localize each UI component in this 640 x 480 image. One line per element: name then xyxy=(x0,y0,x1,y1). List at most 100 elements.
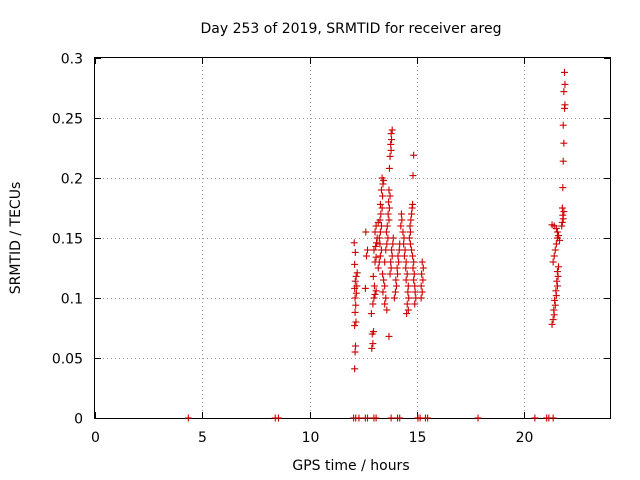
data-point xyxy=(372,414,380,422)
data-point xyxy=(376,216,384,224)
y-tick-label: 0.05 xyxy=(52,352,83,368)
data-point xyxy=(372,253,380,261)
x-axis-label: GPS time / hours xyxy=(292,458,409,474)
data-point xyxy=(184,414,192,422)
data-point xyxy=(560,208,568,216)
data-point xyxy=(386,192,394,200)
data-point xyxy=(417,282,425,290)
data-point xyxy=(405,294,413,302)
data-point xyxy=(385,332,393,340)
data-point xyxy=(377,210,385,218)
data-point xyxy=(351,322,359,330)
data-point xyxy=(389,234,397,242)
data-point xyxy=(372,287,380,295)
data-point xyxy=(370,328,378,336)
data-point xyxy=(379,180,387,188)
data-point xyxy=(407,216,415,224)
data-point xyxy=(387,264,395,272)
data-point xyxy=(369,340,377,348)
x-tick-label: 10 xyxy=(302,430,320,446)
data-point xyxy=(376,200,384,208)
data-points xyxy=(184,68,569,422)
data-point xyxy=(553,228,561,236)
data-point xyxy=(379,270,387,278)
data-point xyxy=(376,228,384,236)
chart-title: Day 253 of 2019, SRMTID for receiver are… xyxy=(201,21,502,37)
data-point xyxy=(555,232,562,240)
data-point xyxy=(401,246,409,254)
data-point xyxy=(382,294,390,302)
data-point xyxy=(555,263,562,271)
data-point xyxy=(406,240,414,248)
data-point xyxy=(361,284,369,292)
data-point xyxy=(385,164,393,172)
data-point xyxy=(410,258,418,266)
data-point xyxy=(549,316,557,324)
data-point xyxy=(392,276,400,284)
data-point xyxy=(379,288,387,296)
data-point xyxy=(377,186,385,194)
data-point xyxy=(394,252,402,260)
data-point xyxy=(549,414,557,422)
data-point xyxy=(393,264,401,272)
data-point xyxy=(387,130,395,138)
data-point xyxy=(383,222,391,230)
data-point xyxy=(403,270,411,278)
y-axis-tick-labels: 0 0.05 0.1 0.15 0.2 0.25 0.3 xyxy=(52,52,83,428)
data-point xyxy=(368,344,376,352)
data-point xyxy=(390,294,398,302)
x-tick-label: 5 xyxy=(198,430,207,446)
data-point xyxy=(418,270,426,278)
data-point xyxy=(376,240,384,248)
data-point xyxy=(376,252,384,260)
data-point xyxy=(364,414,372,422)
y-axis-label: SRMTID / TECUs xyxy=(8,182,24,295)
data-point xyxy=(353,282,361,290)
y-tick-label: 0 xyxy=(74,412,83,428)
data-point xyxy=(403,300,411,308)
data-point xyxy=(418,288,426,296)
data-point xyxy=(352,272,360,280)
x-tick-label: 20 xyxy=(516,430,534,446)
data-point xyxy=(370,246,378,254)
data-point xyxy=(351,248,359,256)
data-point xyxy=(397,210,405,218)
data-point xyxy=(553,282,561,290)
data-point xyxy=(383,306,391,314)
data-point xyxy=(364,246,372,254)
data-point xyxy=(408,246,416,254)
data-point xyxy=(531,414,539,422)
data-point xyxy=(411,300,419,308)
data-point xyxy=(419,264,427,272)
data-point xyxy=(411,282,419,290)
data-point xyxy=(552,287,560,295)
data-point xyxy=(549,258,557,266)
data-point xyxy=(552,224,560,232)
data-point xyxy=(550,306,558,314)
y-tick-label: 0.25 xyxy=(52,112,83,128)
data-point xyxy=(352,318,360,326)
data-point xyxy=(396,414,404,422)
data-point xyxy=(561,68,569,76)
data-point xyxy=(409,200,417,208)
data-point xyxy=(559,211,567,219)
data-point xyxy=(382,228,390,236)
data-point xyxy=(372,242,380,250)
data-point xyxy=(370,294,378,302)
data-point xyxy=(406,222,414,230)
data-point xyxy=(369,272,377,280)
x-axis-tick-labels: 0 5 10 15 20 xyxy=(91,430,533,446)
data-point xyxy=(387,146,395,154)
data-point xyxy=(424,414,432,422)
data-point xyxy=(551,296,559,304)
data-point xyxy=(388,126,396,134)
data-point xyxy=(369,300,377,308)
data-point xyxy=(419,276,427,284)
data-point xyxy=(387,140,395,148)
data-point xyxy=(405,234,413,242)
data-point xyxy=(558,222,566,230)
data-point xyxy=(548,320,556,328)
data-point xyxy=(402,264,410,272)
data-point xyxy=(352,289,360,297)
data-point xyxy=(380,276,388,284)
